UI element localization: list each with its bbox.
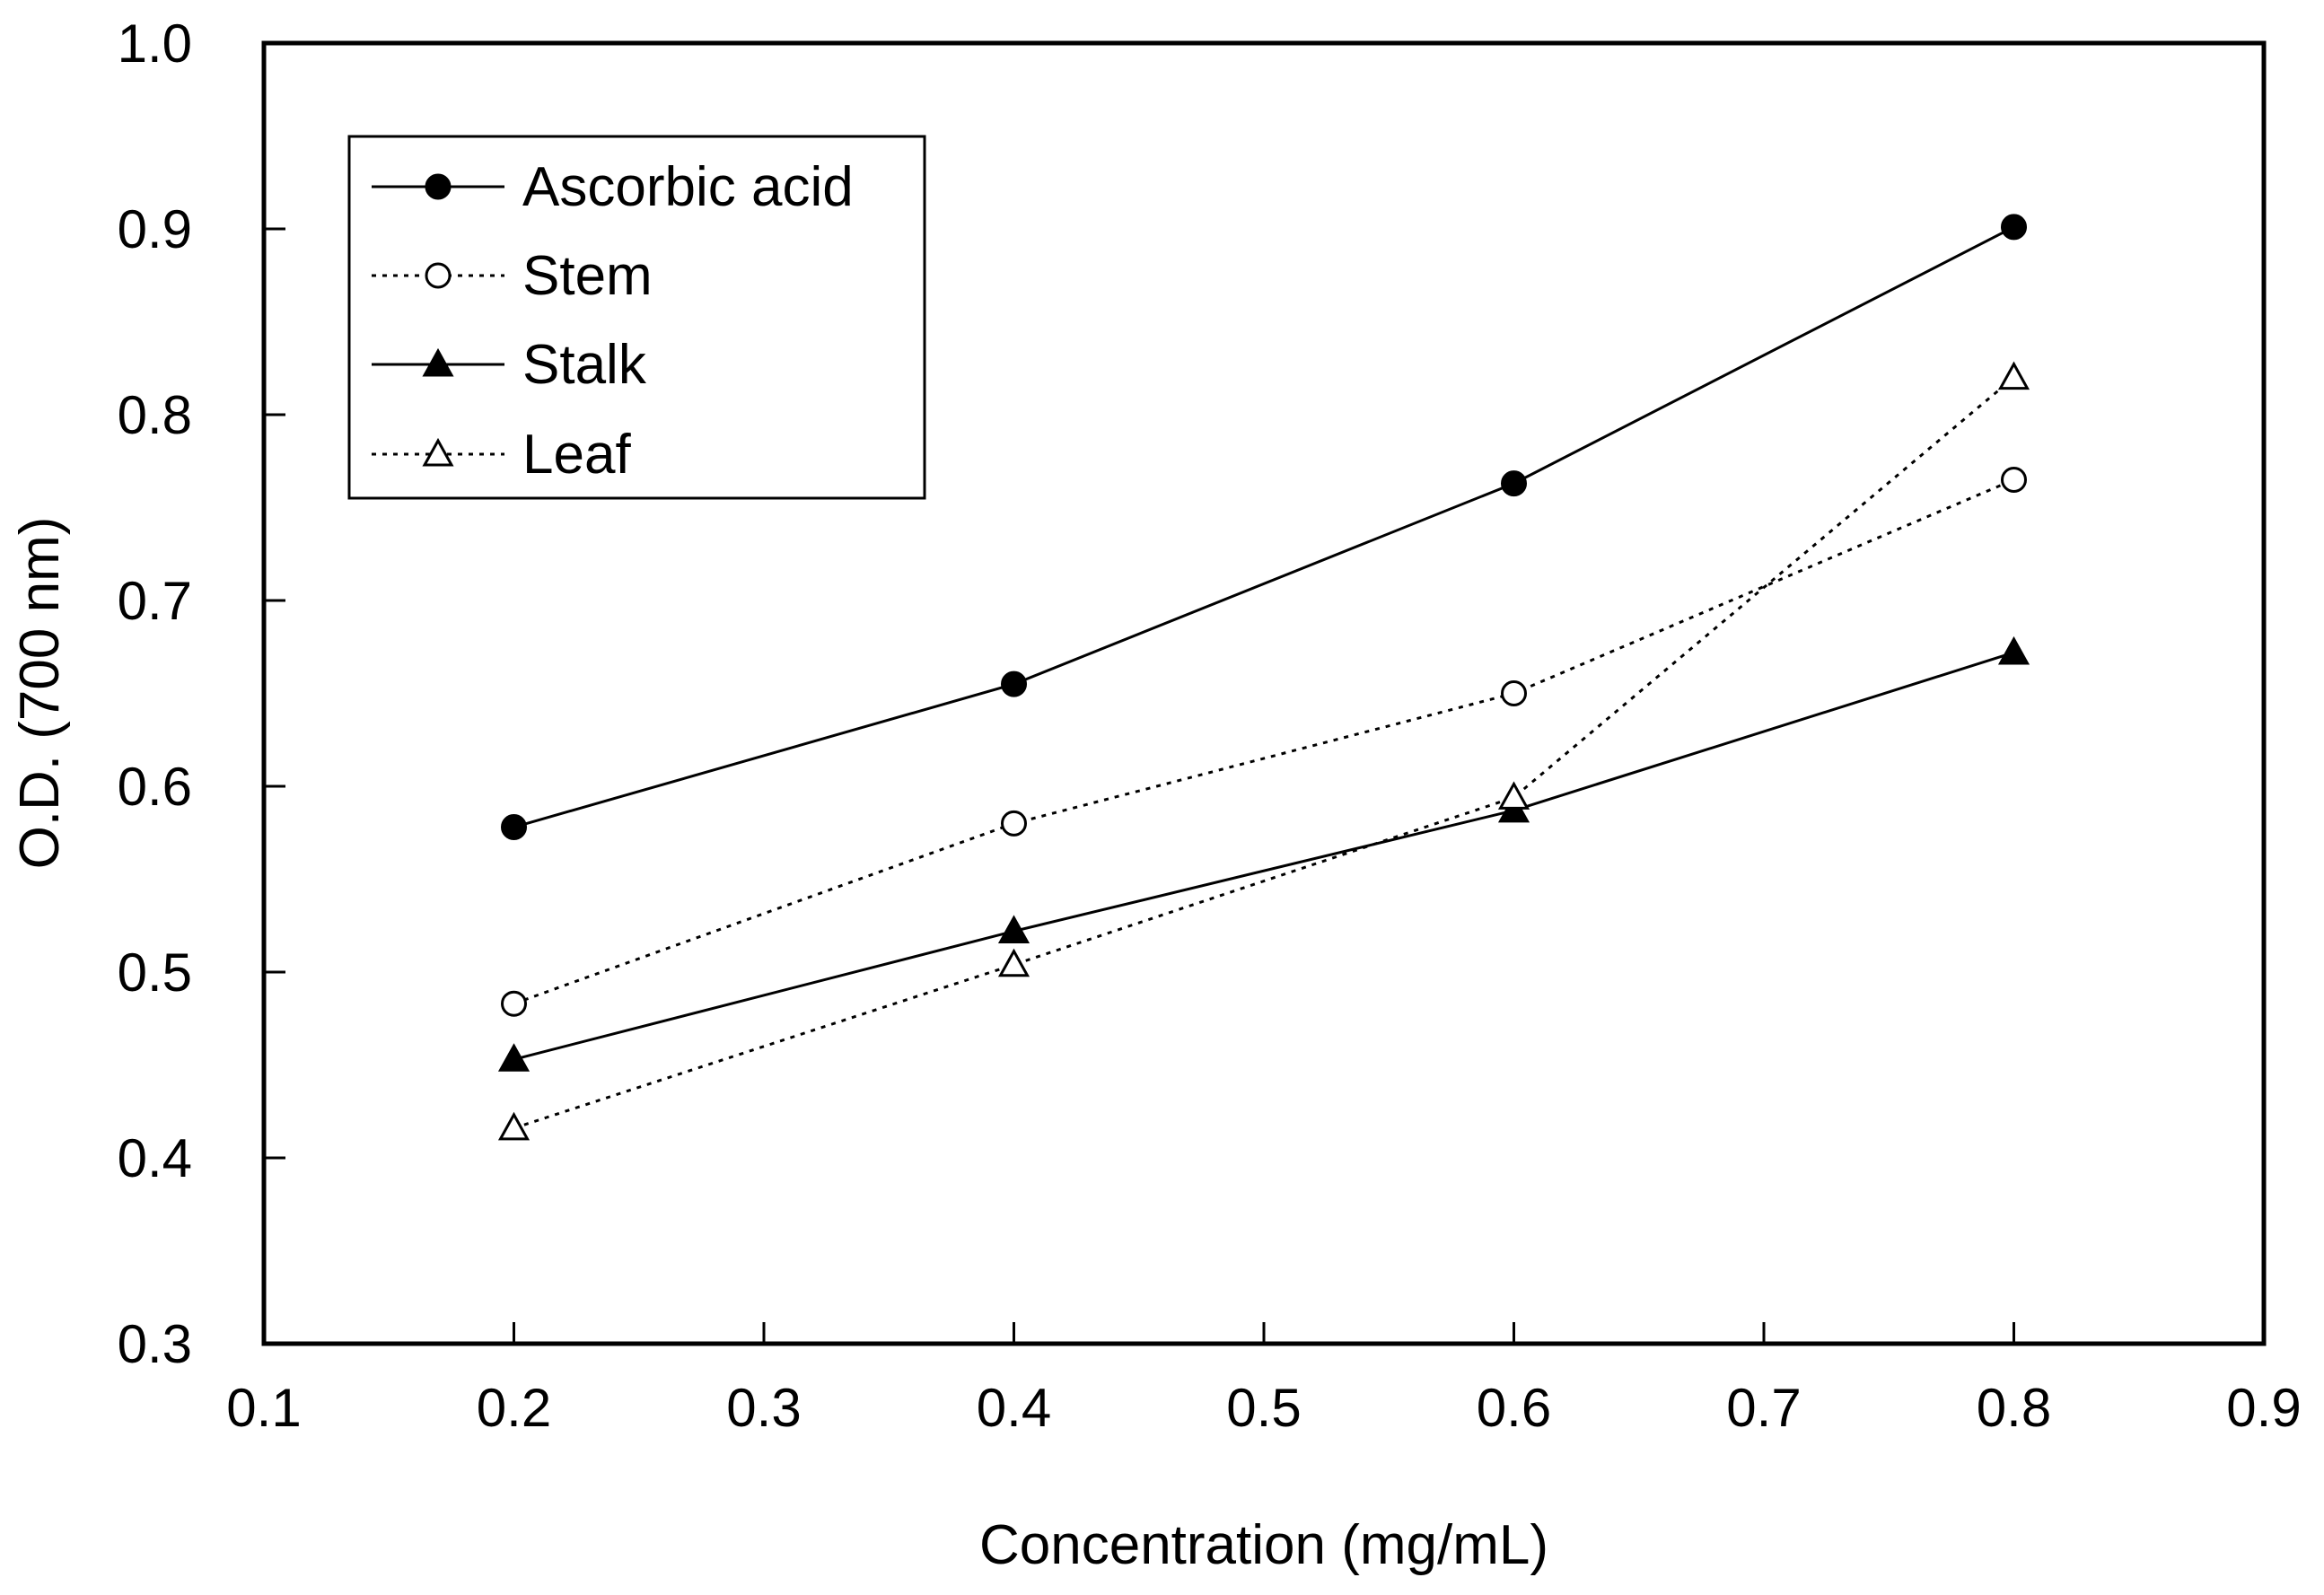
x-tick-label-0.2: 0.2	[477, 1378, 551, 1438]
y-tick-label-1.0: 1.0	[118, 13, 192, 74]
x-tick-label-0.1: 0.1	[226, 1378, 301, 1438]
series-layer	[497, 214, 2030, 1141]
series-line-ascorbic-acid	[513, 225, 2015, 828]
data-point-stem-0.8	[2001, 466, 2027, 493]
x-tick-label-0.8: 0.8	[1977, 1378, 2051, 1438]
legend-marker-ascorbic-acid	[425, 173, 452, 200]
data-point-ascorbic-acid-0.8	[2001, 214, 2027, 241]
series-line-stem	[513, 478, 2015, 1005]
legend-marker-stem	[425, 262, 452, 289]
y-tick-label-0.6: 0.6	[118, 757, 192, 817]
y-tick-label-0.4: 0.4	[118, 1128, 192, 1188]
legend: Ascorbic acid Stem Stalk Leaf	[347, 135, 926, 500]
data-point-stem-0.4	[1001, 810, 1027, 837]
y-tick-label-0.8: 0.8	[118, 385, 192, 445]
data-point-leaf-0.2	[497, 1111, 531, 1141]
x-tick-label-0.9: 0.9	[2226, 1378, 2301, 1438]
y-tick-label-0.3: 0.3	[118, 1314, 192, 1374]
data-point-stalk-0.2	[497, 1043, 531, 1072]
legend-label-ascorbic-acid: Ascorbic acid	[522, 156, 854, 218]
x-tick-label-0.7: 0.7	[1726, 1378, 1801, 1438]
data-point-stalk-0.4	[997, 915, 1030, 943]
data-point-ascorbic-acid-0.6	[1501, 470, 1527, 497]
x-axis-label: Concentration (mg/mL)	[979, 1514, 1548, 1576]
x-tick-label-0.6: 0.6	[1477, 1378, 1551, 1438]
y-axis-label: O.D. (700 nm)	[9, 517, 71, 870]
x-tick-label-0.4: 0.4	[977, 1378, 1051, 1438]
y-tick-label-0.5: 0.5	[118, 942, 192, 1003]
series-line-stalk	[513, 651, 2014, 1061]
data-point-stem-0.2	[501, 990, 527, 1017]
legend-label-stalk: Stalk	[522, 334, 647, 396]
x-axis-ticks: 0.1 0.2 0.3 0.4 0.5 0.6 0.7 0.8 0.9	[226, 1322, 2302, 1438]
legend-marker-leaf	[422, 437, 454, 467]
legend-label-stem: Stem	[522, 245, 653, 307]
y-tick-label-0.9: 0.9	[118, 199, 192, 259]
data-point-stem-0.6	[1501, 680, 1527, 706]
data-point-ascorbic-acid-0.4	[1001, 670, 1027, 697]
legend-marker-stalk	[422, 347, 454, 377]
x-tick-label-0.5: 0.5	[1226, 1378, 1301, 1438]
y-axis-ticks: 0.3 0.4 0.5 0.6 0.7 0.8 0.9 1.0	[118, 13, 285, 1374]
x-tick-label-0.3: 0.3	[726, 1378, 801, 1438]
data-point-leaf-0.6	[1497, 781, 1530, 810]
y-tick-label-0.7: 0.7	[118, 571, 192, 631]
series-line-leaf	[513, 376, 2015, 1130]
legend-label-leaf: Leaf	[522, 424, 631, 486]
data-point-leaf-0.4	[997, 948, 1030, 977]
data-point-stalk-0.8	[1997, 635, 2030, 665]
data-point-ascorbic-acid-0.2	[501, 814, 527, 841]
data-point-leaf-0.8	[1997, 361, 2030, 390]
